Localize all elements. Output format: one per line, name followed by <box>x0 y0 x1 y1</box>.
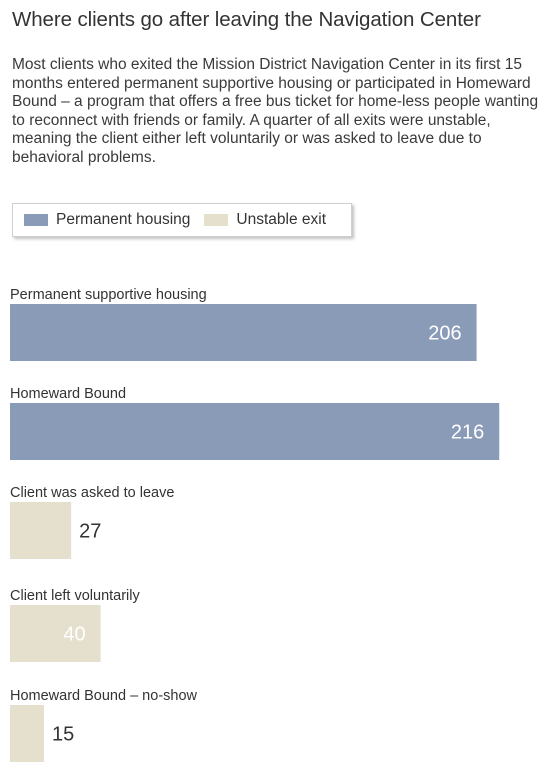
category-label-client-was-asked-to-leave: Client was asked to leave <box>10 485 174 501</box>
bar-homeward-bound <box>10 403 500 460</box>
value-label-client-was-asked-to-leave: 27 <box>79 521 101 543</box>
category-label-permanent-supportive-housing: Permanent supportive housing <box>10 287 207 303</box>
value-label-client-left-voluntarily: 40 <box>63 624 85 646</box>
value-label-homeward-bound: 216 <box>451 422 484 444</box>
bar-client-was-asked-to-leave <box>10 502 72 559</box>
legend: Permanent housing Unstable exit <box>12 203 352 237</box>
legend-label-unstable-exit: Unstable exit <box>236 211 327 228</box>
bar-homeward-bound-no-show <box>10 705 44 762</box>
chart-description: Most clients who exited the Mission Dist… <box>12 56 539 166</box>
chart-title: Where clients go after leaving the Navig… <box>12 8 481 31</box>
legend-swatch-unstable-exit <box>204 214 229 226</box>
legend-label-permanent-housing: Permanent housing <box>56 211 191 228</box>
legend-item-unstable-exit: Unstable exit <box>204 211 326 229</box>
legend-item-permanent-housing: Permanent housing <box>24 211 190 229</box>
bar-permanent-supportive-housing <box>10 304 477 361</box>
category-label-homeward-bound-no-show: Homeward Bound – no-show <box>10 688 198 704</box>
bar-client-left-voluntarily <box>10 605 101 662</box>
value-label-permanent-supportive-housing: 206 <box>428 323 461 345</box>
category-label-client-left-voluntarily: Client left voluntarily <box>10 588 140 604</box>
value-label-homeward-bound-no-show: 15 <box>52 724 74 746</box>
category-label-homeward-bound: Homeward Bound <box>10 386 126 402</box>
legend-swatch-permanent-housing <box>24 214 48 226</box>
